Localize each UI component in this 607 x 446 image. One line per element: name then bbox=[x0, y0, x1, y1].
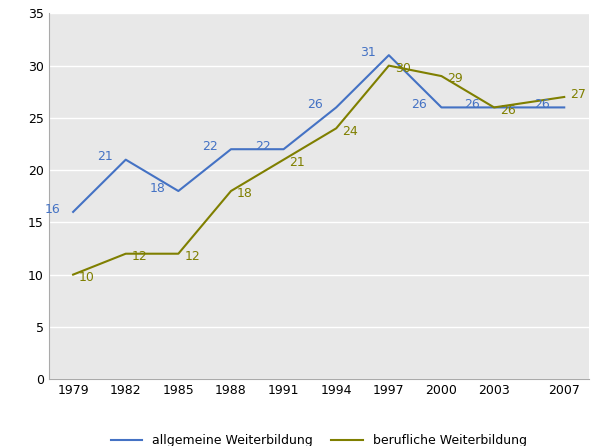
Text: 26: 26 bbox=[500, 104, 516, 117]
Text: 21: 21 bbox=[290, 156, 305, 169]
Text: 24: 24 bbox=[342, 124, 358, 138]
Text: 12: 12 bbox=[185, 250, 200, 263]
Text: 27: 27 bbox=[570, 88, 586, 101]
Text: 26: 26 bbox=[534, 98, 550, 111]
Text: 26: 26 bbox=[412, 98, 427, 111]
Text: 31: 31 bbox=[360, 46, 376, 59]
Text: 21: 21 bbox=[97, 150, 113, 163]
Legend: allgemeine Weiterbildung, berufliche Weiterbildung: allgemeine Weiterbildung, berufliche Wei… bbox=[106, 429, 532, 446]
Text: 18: 18 bbox=[237, 187, 253, 200]
Text: 10: 10 bbox=[79, 271, 95, 284]
Text: 26: 26 bbox=[464, 98, 480, 111]
Text: 12: 12 bbox=[132, 250, 148, 263]
Text: 30: 30 bbox=[395, 62, 411, 75]
Text: 22: 22 bbox=[255, 140, 271, 153]
Text: 29: 29 bbox=[447, 72, 463, 85]
Text: 22: 22 bbox=[202, 140, 218, 153]
Text: 16: 16 bbox=[44, 202, 60, 215]
Text: 26: 26 bbox=[308, 98, 324, 111]
Text: 18: 18 bbox=[149, 182, 166, 195]
